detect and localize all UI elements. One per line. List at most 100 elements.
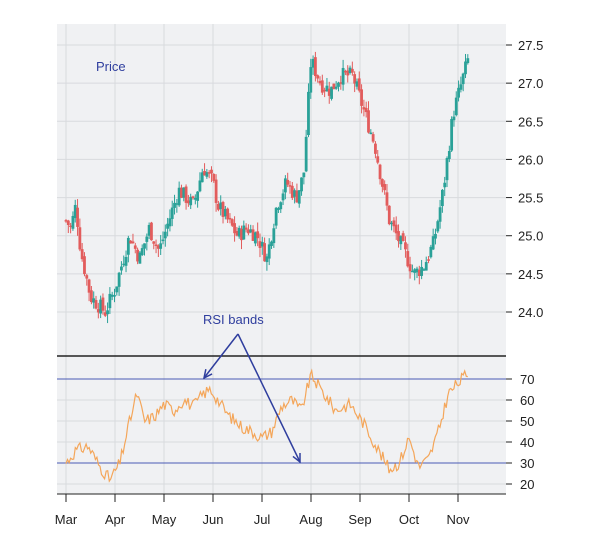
candle-body [161,239,165,242]
price-tick-label: 25.0 [518,229,543,244]
candle-body [313,57,317,77]
candle-body [369,132,373,135]
candle-body [76,207,79,227]
candle-body [360,89,363,106]
arrow-head [202,369,213,380]
candle-body [177,187,181,206]
candle-body [122,263,126,266]
candle-body [87,279,91,293]
candle-body [307,91,310,136]
candle-body [304,136,308,172]
candle-body [420,266,424,276]
candle-body [133,245,137,249]
candle-body [173,202,176,208]
candle-body [404,242,407,250]
candle-body [90,290,93,303]
candle-body [237,227,241,237]
candle-body [168,218,172,227]
candle-body [217,203,220,210]
candle-body [166,223,170,229]
candle-body [399,236,403,245]
candle-body [346,70,350,76]
candle-body [140,248,144,256]
candle-body [440,189,444,207]
candle-body [385,192,389,206]
candle-body [265,256,269,263]
candle-body [73,204,77,219]
candle-body [286,179,290,185]
candle-body [115,286,119,293]
candle-body [69,225,73,228]
candle-body [270,241,273,246]
candle-body [295,190,299,203]
candle-body [357,78,361,91]
candle-body [374,143,377,154]
candle-body [96,309,100,313]
price-tick-label: 26.0 [518,152,543,167]
candle-body [263,243,266,262]
candle-body [66,220,70,226]
candle-body [193,198,197,200]
rsi-tick-label: 70 [520,372,534,387]
candle-body [408,264,412,272]
candle-body [214,179,218,203]
candle-body [330,86,333,99]
candle-body [124,256,128,266]
rsi-tick-label: 40 [520,435,534,450]
candle-body [283,178,287,193]
x-tick-label: Mar [55,512,78,527]
candle-body [131,241,135,243]
candle-body [92,298,96,303]
candle-body [344,70,347,73]
candle-body [147,224,151,236]
candle-body [244,227,248,230]
candle-body [170,207,174,219]
annotation-arrows [202,333,301,464]
candle-body [288,185,292,187]
candle-body [138,252,142,264]
candle-body [85,275,89,279]
candle-body [436,221,440,232]
candle-body [108,293,112,309]
candle-body [406,251,410,267]
candle-body [212,173,216,181]
candle-body [156,245,160,249]
candle-body [247,229,250,234]
candle-body [256,231,260,239]
candle-body [198,180,202,192]
x-tick-label: Apr [105,512,126,527]
candle-body [249,229,253,233]
x-tick-label: Jun [203,512,224,527]
rsi-tick-label: 30 [520,456,534,471]
candle-body [129,240,133,244]
candle-body [258,241,262,249]
candle-body [417,269,421,277]
x-tick-label: Aug [299,512,322,527]
candle-body [143,243,146,249]
candle-body [390,222,393,225]
candle-body [297,190,301,204]
candle-body [267,244,271,259]
candle-body [136,249,139,262]
candle-body [189,196,193,206]
x-tick-label: Nov [446,512,470,527]
candle-body [251,229,255,241]
candle-body [450,118,454,151]
candle-body [274,207,278,226]
candle-body [210,169,213,174]
candle-body [341,67,345,85]
candle-body [281,193,285,201]
candle-body [443,182,447,188]
candle-body [353,74,357,84]
candle-body [290,185,294,198]
candle-body [316,75,320,79]
candle-body [387,205,391,225]
candle-body [461,73,465,85]
candle-body [180,187,183,198]
price-tick-label: 25.5 [518,191,543,206]
candle-body [223,209,227,217]
candle-body [431,236,435,250]
candle-body [380,179,384,187]
candle-body [355,81,359,87]
